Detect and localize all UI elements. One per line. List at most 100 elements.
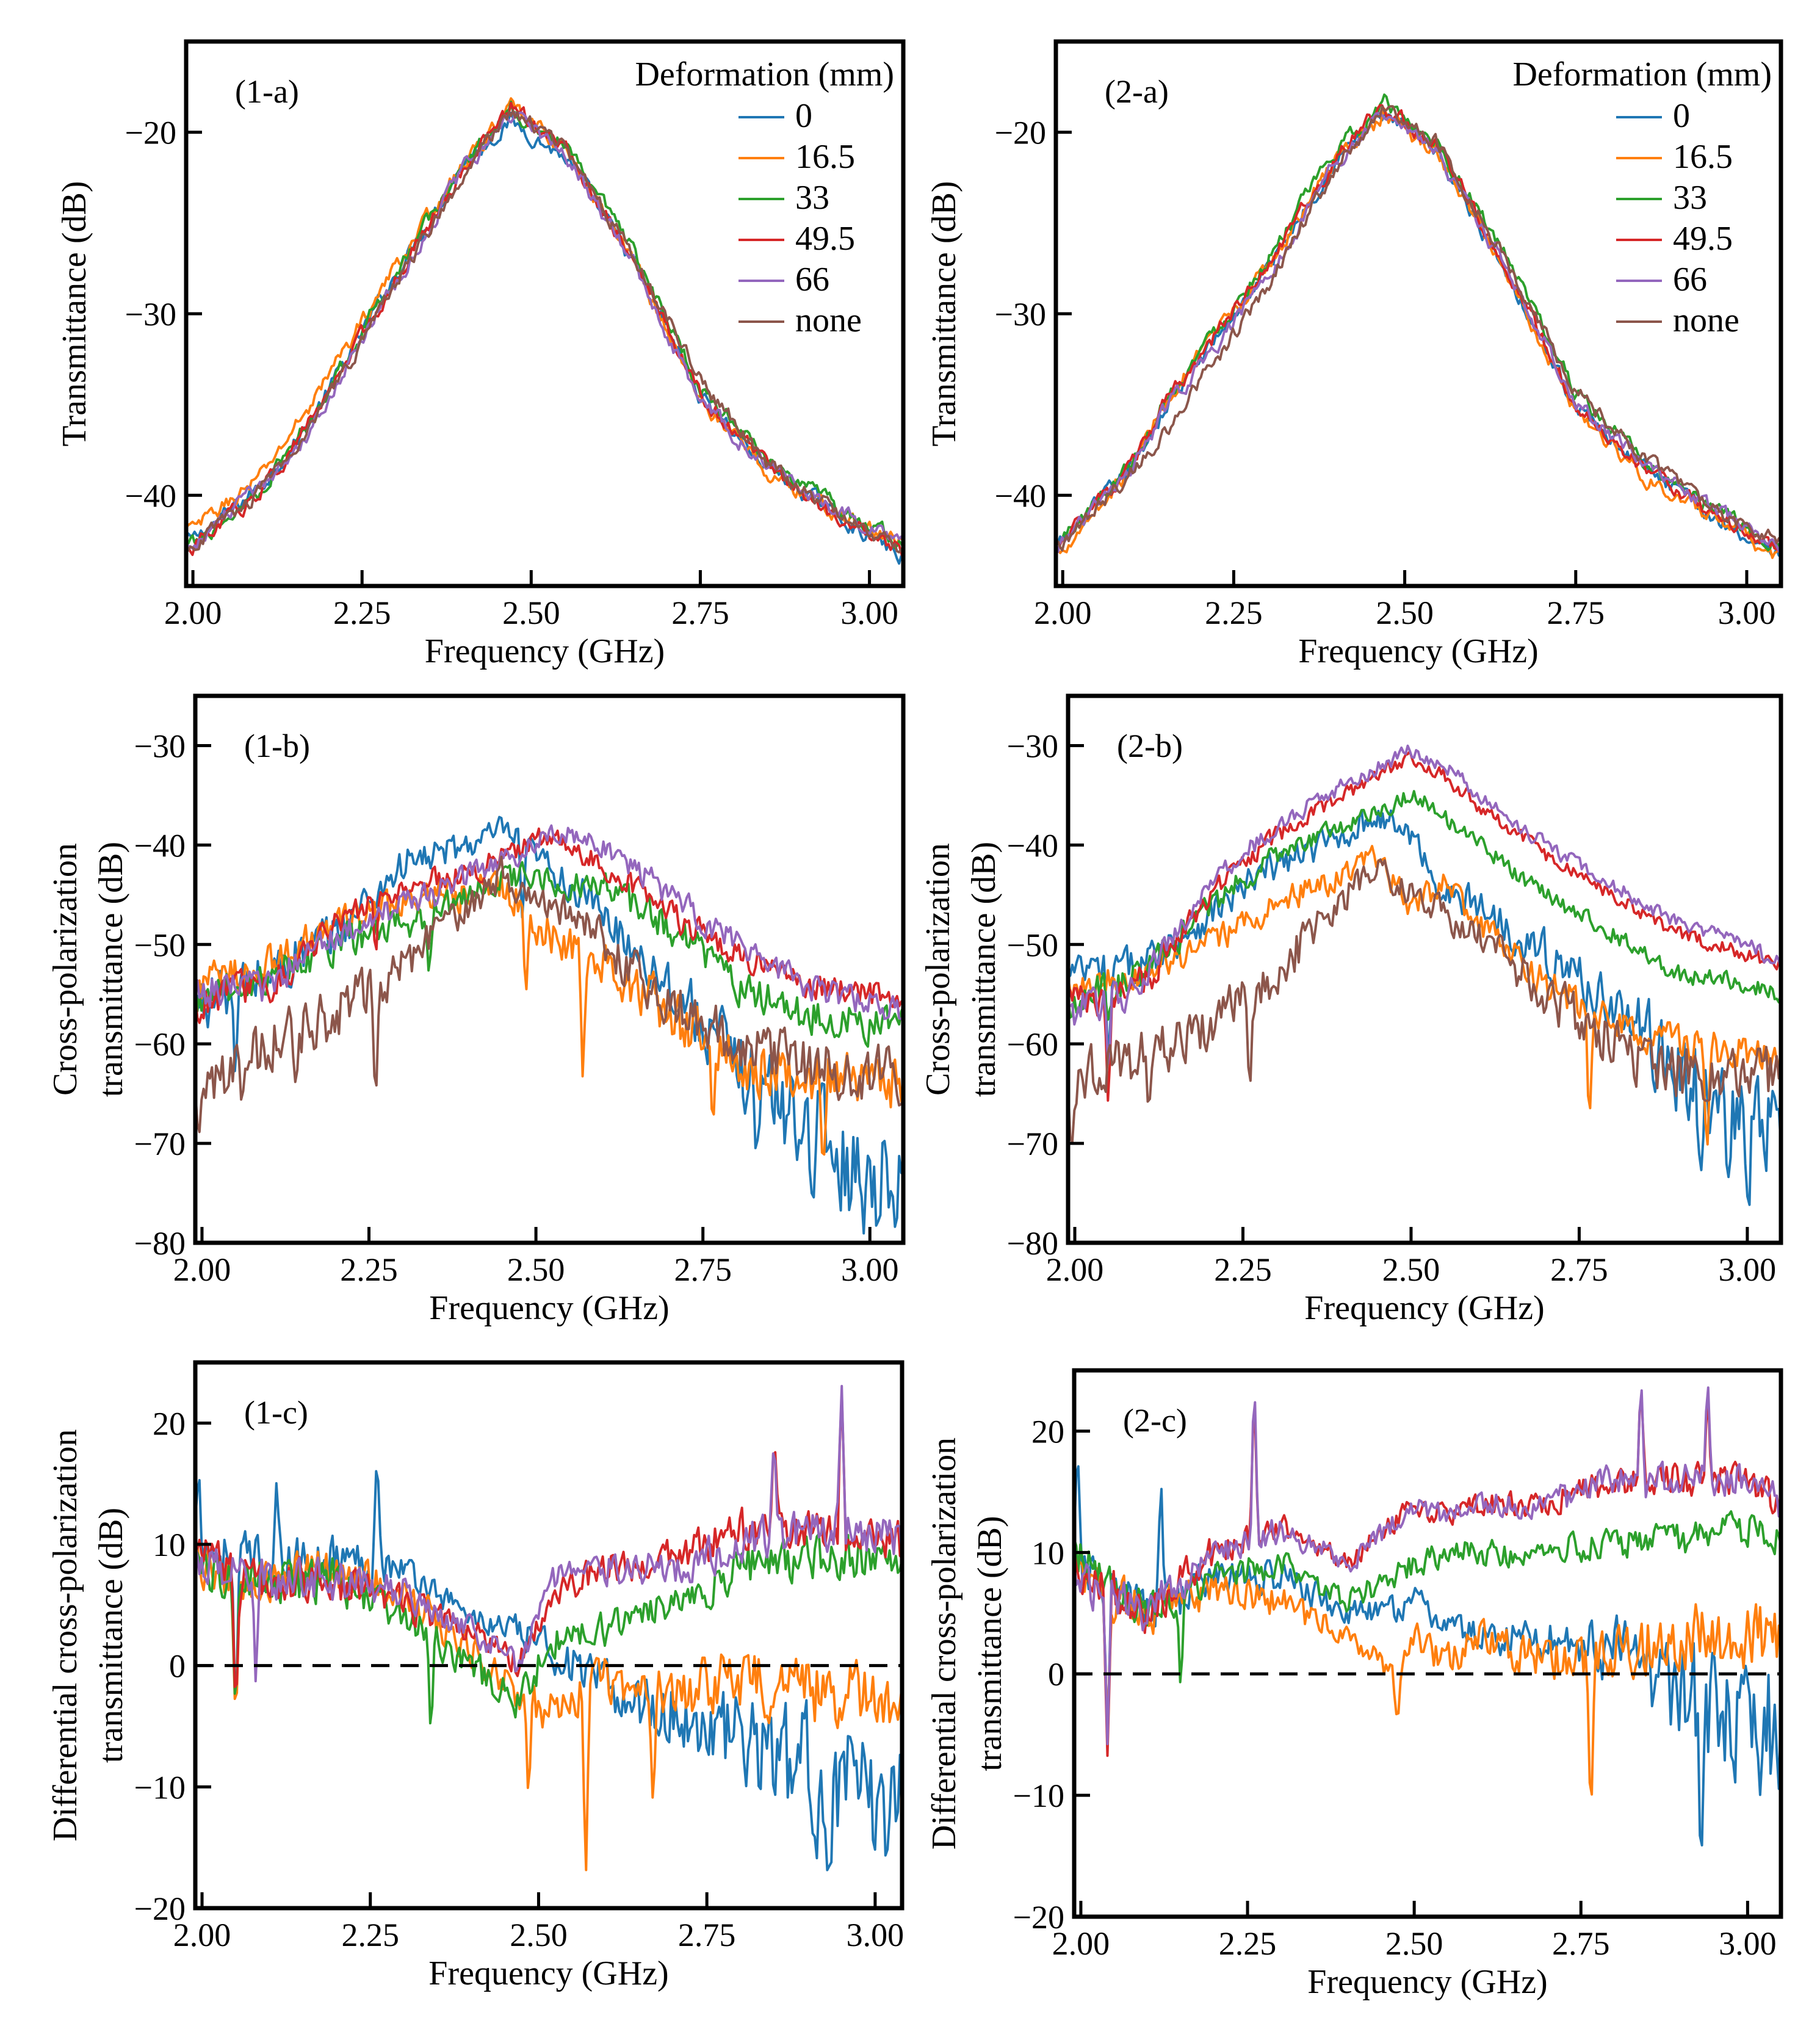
y-tick-label: −70 (1007, 1126, 1058, 1162)
x-tick-label: 2.75 (1547, 595, 1605, 631)
x-axis-title: Frequency (GHz) (1298, 632, 1538, 670)
series-group (1068, 744, 1781, 1206)
series-line-49-5 (195, 1392, 902, 1688)
plot-frame (1072, 1368, 1783, 1919)
plot-frame (193, 693, 906, 1245)
y-axis-title: transmittance (dB) (971, 1516, 1009, 1771)
y-tick-label: −40 (134, 827, 186, 864)
y-tick-label: −80 (134, 1225, 186, 1262)
series-line-66 (1068, 744, 1781, 1065)
legend-entry: 0 (795, 97, 812, 135)
y-tick-label: −40 (995, 477, 1046, 514)
panel-label: (1-a) (235, 73, 299, 110)
series-line-none (1056, 105, 1781, 552)
x-tick-label: 2.50 (502, 595, 560, 631)
x-tick-label: 2.00 (173, 1917, 231, 1953)
y-tick-label: 0 (169, 1648, 186, 1685)
series-group (1056, 93, 1781, 559)
x-tick-label: 3.00 (841, 1251, 899, 1288)
y-axis-title: transmittance (dB) (965, 842, 1003, 1097)
y-tick-label: −30 (125, 296, 176, 333)
y-axis-title: transmittance (dB) (92, 842, 130, 1097)
x-tick-label: 3.00 (840, 595, 898, 631)
chart-panel-p2c: 2.00 2.25 2.50 2.75 3.00 20 10 0 −10 −20 Frequency… (925, 1368, 1783, 2001)
y-tick-label: −60 (134, 1026, 186, 1063)
series-line-66 (1074, 1386, 1781, 1746)
legend-entry: 16.5 (1673, 138, 1733, 176)
chart-panel-p1a: 2.00 2.25 2.50 2.75 3.00 −20 −30 −40 Frequency (… (56, 39, 906, 670)
legend-entry: 16.5 (795, 138, 855, 176)
x-axis-title: Frequency (GHz) (1307, 1963, 1547, 2001)
x-tick-label: 2.00 (1034, 595, 1092, 631)
y-tick-label: 20 (1031, 1413, 1064, 1450)
y-tick-label: 10 (153, 1527, 186, 1563)
x-tick-label: 3.00 (1718, 595, 1776, 631)
x-tick-label: 2.25 (1214, 1251, 1272, 1288)
plot-frame (1066, 693, 1783, 1245)
legend-entry: none (1673, 302, 1739, 339)
x-tick-label: 2.25 (333, 595, 391, 631)
series-line-none (195, 855, 903, 1134)
plot-frame (193, 1360, 905, 1911)
legend-entry: 0 (1673, 97, 1690, 135)
y-tick-label: 0 (1048, 1656, 1064, 1693)
legend-title: Deformation (mm) (1512, 56, 1772, 93)
y-tick-label: −60 (1007, 1026, 1058, 1063)
x-tick-label: 2.75 (674, 1251, 732, 1288)
panel-label: (1-b) (244, 728, 310, 764)
y-tick-label: −30 (995, 296, 1046, 333)
x-tick-label: 2.75 (671, 595, 729, 631)
series-line-66 (195, 1384, 902, 1683)
y-tick-label: −40 (1007, 827, 1058, 864)
y-tick-label: −70 (134, 1126, 186, 1162)
panel-label: (2-c) (1123, 1402, 1187, 1439)
x-axis-title: Frequency (GHz) (429, 1289, 669, 1327)
y-axis-title: Transmittance (dB) (56, 181, 93, 447)
x-tick-label: 2.00 (1052, 1925, 1110, 1962)
series-group (186, 97, 903, 565)
chart-panel-p1b: 2.00 2.25 2.50 2.75 3.00 −30 −40 −50 −60 −70 −80 Fr… (46, 693, 906, 1327)
series-group (1074, 1386, 1781, 1846)
x-tick-label: 2.50 (1376, 595, 1434, 631)
series-line-none (186, 109, 903, 554)
y-axis-title: Cross-polarization (46, 843, 84, 1096)
y-axis-title: Differential cross-polarization (925, 1438, 963, 1850)
panel-label: (2-a) (1105, 73, 1169, 110)
x-tick-label: 3.00 (847, 1917, 905, 1953)
y-tick-label: −30 (134, 728, 186, 764)
panel-label: (2-b) (1117, 728, 1183, 764)
legend-entry: none (795, 302, 862, 339)
chart-panel-p2a: 2.00 2.25 2.50 2.75 3.00 −20 −30 −40 Frequency (… (925, 39, 1783, 670)
y-tick-label: −20 (1013, 1899, 1064, 1936)
x-tick-label: 2.25 (341, 1917, 399, 1953)
series-line-16-5 (1074, 1558, 1781, 1796)
x-tick-label: 3.00 (1719, 1251, 1777, 1288)
y-tick-label: −50 (134, 927, 186, 963)
chart-panel-p1c: 2.00 2.25 2.50 2.75 3.00 20 10 0 −10 −20 Frequency… (46, 1360, 905, 1992)
x-tick-label: 2.50 (510, 1917, 568, 1953)
legend-entry: 66 (795, 261, 829, 298)
y-tick-label: 10 (1031, 1535, 1064, 1571)
panel-label: (1-c) (244, 1394, 308, 1431)
x-tick-label: 2.00 (1046, 1251, 1104, 1288)
x-tick-label: 2.00 (164, 595, 222, 631)
x-tick-label: 2.25 (340, 1251, 398, 1288)
x-tick-label: 2.25 (1205, 595, 1263, 631)
x-axis-title: Frequency (GHz) (425, 632, 665, 670)
x-tick-label: 2.00 (173, 1251, 231, 1288)
series-group (195, 816, 903, 1235)
y-tick-label: −50 (1007, 927, 1058, 963)
y-tick-label: 20 (153, 1405, 186, 1442)
series-line-none (1068, 858, 1781, 1144)
series-line-66 (1056, 112, 1781, 554)
x-axis-title: Frequency (GHz) (1304, 1289, 1544, 1327)
x-tick-label: 2.50 (1385, 1925, 1443, 1962)
x-tick-label: 2.50 (1382, 1251, 1440, 1288)
x-tick-label: 3.00 (1719, 1925, 1777, 1962)
series-line-33 (1068, 790, 1781, 1021)
legend-entry: 49.5 (795, 220, 855, 258)
y-axis-title: Transmittance (dB) (925, 181, 963, 447)
